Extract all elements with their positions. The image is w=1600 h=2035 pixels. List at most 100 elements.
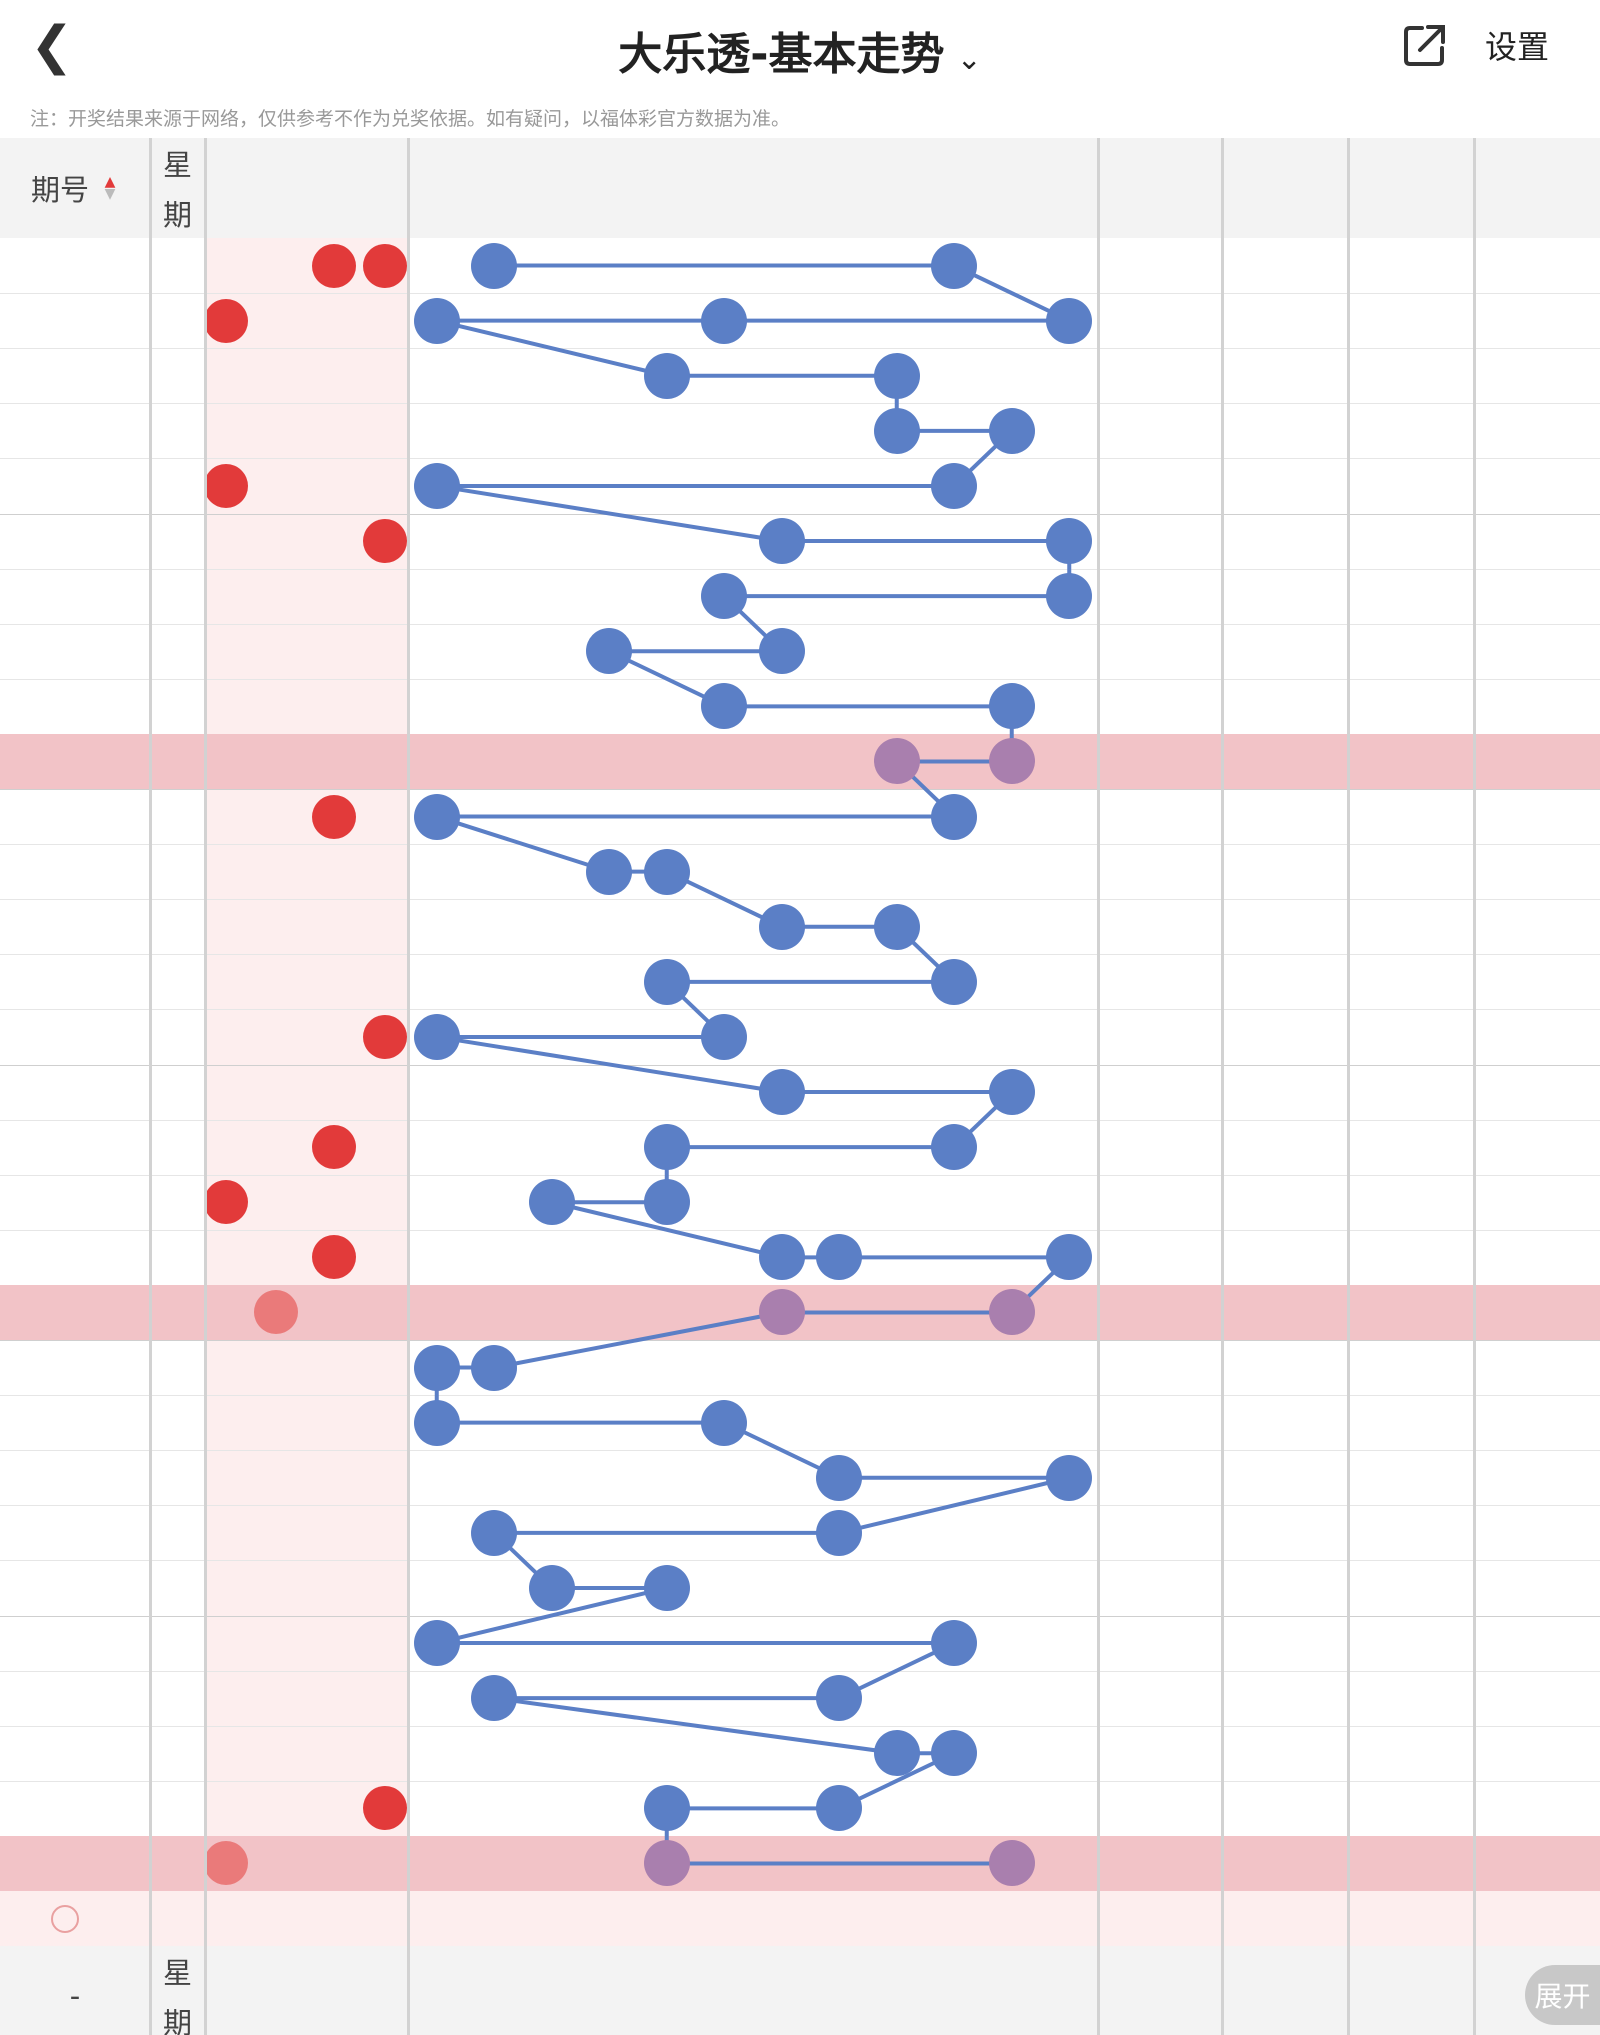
row-sum [1098, 679, 1222, 734]
select-blue[interactable] [926, 1891, 984, 1946]
blue-miss [753, 569, 811, 624]
row-period[interactable] [0, 1175, 150, 1230]
select-blue[interactable] [696, 1891, 754, 1946]
row-period[interactable] [0, 679, 150, 734]
blue-miss [581, 1230, 639, 1285]
select-blue[interactable] [1041, 1891, 1099, 1946]
row-period[interactable] [0, 1781, 150, 1836]
blue-miss [638, 1009, 696, 1064]
row-period[interactable] [0, 569, 150, 624]
blue-miss [696, 954, 754, 1009]
select-blue[interactable] [581, 1891, 639, 1946]
blue-header-title [408, 138, 1098, 188]
front-miss [305, 1285, 362, 1340]
row-sum [1098, 1836, 1222, 1891]
row-zone [1348, 954, 1474, 1009]
page-title[interactable]: 大乐透-基本走势 ⌄ [0, 18, 1600, 82]
front-ball [204, 1180, 248, 1225]
row-period[interactable] [0, 734, 150, 789]
title-text[interactable]: 大乐透-基本走势 [618, 29, 945, 80]
select-front[interactable] [305, 1891, 362, 1946]
row-period[interactable] [0, 1285, 150, 1340]
row-period[interactable] [0, 789, 150, 844]
share-icon[interactable] [1400, 20, 1450, 70]
blue-miss [466, 1175, 524, 1230]
row-period[interactable] [0, 1340, 150, 1395]
select-blue[interactable] [466, 1891, 524, 1946]
blue-miss [466, 1065, 524, 1120]
blue-miss [868, 844, 926, 899]
row-zone [1348, 789, 1474, 844]
row-period[interactable] [0, 403, 150, 458]
front-miss [247, 1340, 305, 1395]
row-period[interactable] [0, 1065, 150, 1120]
blue-miss [638, 1671, 696, 1726]
row-period[interactable] [0, 1230, 150, 1285]
chevron-left-icon[interactable]: ❮ [30, 16, 74, 76]
row-period[interactable] [0, 954, 150, 1009]
row-span [1222, 734, 1348, 789]
row-period[interactable] [0, 1009, 150, 1064]
front-miss [362, 1065, 408, 1120]
blue-miss [581, 1505, 639, 1560]
row-period[interactable] [0, 1395, 150, 1450]
select-blue[interactable] [523, 1891, 581, 1946]
row-period[interactable] [0, 1505, 150, 1560]
row-period[interactable] [0, 1671, 150, 1726]
select-front[interactable] [247, 1891, 305, 1946]
row-period[interactable] [0, 624, 150, 679]
col-period-header[interactable]: 期号 [30, 173, 89, 207]
select-front[interactable] [362, 1891, 408, 1946]
blue-miss [581, 293, 639, 348]
front-miss [247, 1175, 305, 1230]
row-zone [1348, 1230, 1474, 1285]
expand-button[interactable]: 展开 [1525, 1965, 1600, 2025]
select-label[interactable] [85, 1891, 165, 1946]
front-miss [362, 1120, 408, 1175]
front-miss [305, 569, 362, 624]
radio-circle-icon[interactable] [50, 1891, 80, 1946]
row-period[interactable] [0, 1450, 150, 1505]
blue-miss [696, 734, 754, 789]
row-period[interactable] [0, 1616, 150, 1671]
blue-miss [581, 1616, 639, 1671]
row-oddeven [1474, 1836, 1600, 1891]
row-period[interactable] [0, 514, 150, 569]
row-period[interactable] [0, 238, 150, 293]
select-blue[interactable] [753, 1891, 811, 1946]
row-sum [1098, 1395, 1222, 1450]
row-week [150, 1505, 205, 1560]
row-period[interactable] [0, 1120, 150, 1175]
blue-miss [466, 1560, 524, 1615]
blue-ball [471, 242, 518, 289]
sort-arrows-icon[interactable]: ▲ ▼ [104, 174, 116, 202]
select-front[interactable] [205, 1891, 247, 1946]
chevron-down-icon[interactable]: ⌄ [956, 42, 982, 77]
blue-miss [638, 1616, 696, 1671]
blue-ball [931, 1620, 978, 1667]
row-period[interactable] [0, 1560, 150, 1615]
row-period[interactable] [0, 458, 150, 513]
row-oddeven [1474, 1120, 1600, 1175]
row-period[interactable] [0, 293, 150, 348]
row-week [150, 1450, 205, 1505]
col-sum-header [1098, 138, 1222, 238]
blue-miss [408, 1836, 466, 1891]
row-period[interactable] [0, 348, 150, 403]
settings-button[interactable]: 设置 [1485, 28, 1550, 66]
row-period[interactable] [0, 1726, 150, 1781]
row-period[interactable] [0, 899, 150, 954]
row-sum [1098, 1175, 1222, 1230]
select-blue[interactable] [811, 1891, 869, 1946]
row-oddeven [1474, 954, 1600, 1009]
front-miss [305, 403, 362, 458]
select-blue[interactable] [638, 1891, 696, 1946]
row-period[interactable] [0, 844, 150, 899]
select-blue[interactable] [408, 1891, 466, 1946]
row-period[interactable] [0, 1836, 150, 1891]
col-blue-7 [811, 188, 869, 238]
select-blue[interactable] [868, 1891, 926, 1946]
blue-miss [696, 1340, 754, 1395]
blue-miss [926, 1505, 984, 1560]
select-blue[interactable] [983, 1891, 1041, 1946]
